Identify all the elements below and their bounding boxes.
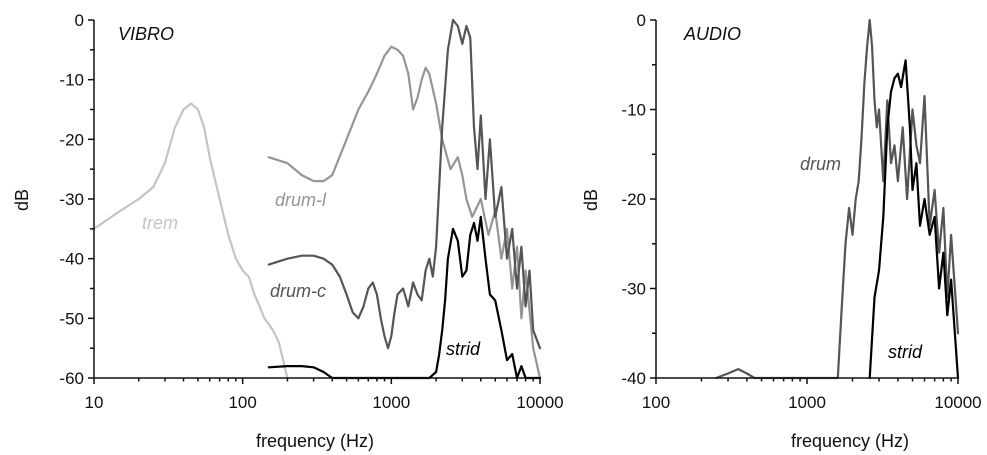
audio-panel: 0 -10 -20 -30 -40 100 1000 10000 AUDIO frequenc…: [581, 11, 982, 451]
series-label-drum: drum: [800, 154, 841, 174]
y-tick-label: -20: [59, 130, 84, 149]
audio-axes: 0 -10 -20 -30 -40 100 1000 10000: [621, 11, 981, 412]
y-tick-label: -60: [59, 369, 84, 388]
series-line-strid: [868, 59, 960, 380]
x-tick-label: 100: [228, 393, 256, 412]
series-label-strid: strid: [446, 339, 481, 359]
vibro-panel-title: VIBRO: [118, 24, 174, 44]
y-tick-label: 0: [637, 11, 646, 30]
vibro-x-axis-title: frequency (Hz): [256, 431, 374, 451]
series-line-trem: [92, 102, 289, 380]
series-line-drum-l: [267, 45, 542, 380]
y-tick-label: -40: [621, 369, 646, 388]
series-label-strid-audio: strid: [888, 342, 923, 362]
y-tick-label: -50: [59, 309, 84, 328]
y-tick-label: 0: [75, 11, 84, 30]
audio-panel-title: AUDIO: [683, 24, 741, 44]
series-line-drum-c: [267, 18, 542, 350]
audio-y-axis-title: dB: [581, 189, 601, 211]
x-tick-label: 1000: [372, 393, 410, 412]
audio-x-axis-title: frequency (Hz): [791, 431, 909, 451]
y-tick-label: -10: [59, 71, 84, 90]
x-tick-label: 100: [642, 393, 670, 412]
x-tick-label: 10000: [516, 393, 563, 412]
y-tick-label: -30: [59, 190, 84, 209]
y-tick-label: -20: [621, 190, 646, 209]
audio-series-lines: [715, 18, 960, 380]
y-tick-label: -10: [621, 101, 646, 120]
x-tick-label: 10000: [934, 393, 981, 412]
series-label-drum-l: drum-l: [275, 190, 327, 210]
y-tick-label: -30: [621, 280, 646, 299]
x-tick-label: 10: [85, 393, 104, 412]
x-tick-label: 1000: [788, 393, 826, 412]
series-label-trem: trem: [142, 213, 178, 233]
y-tick-label: -40: [59, 250, 84, 269]
series-line-drum: [715, 18, 960, 380]
series-label-drum-c: drum-c: [270, 281, 326, 301]
vibro-y-axis-title: dB: [12, 189, 32, 211]
